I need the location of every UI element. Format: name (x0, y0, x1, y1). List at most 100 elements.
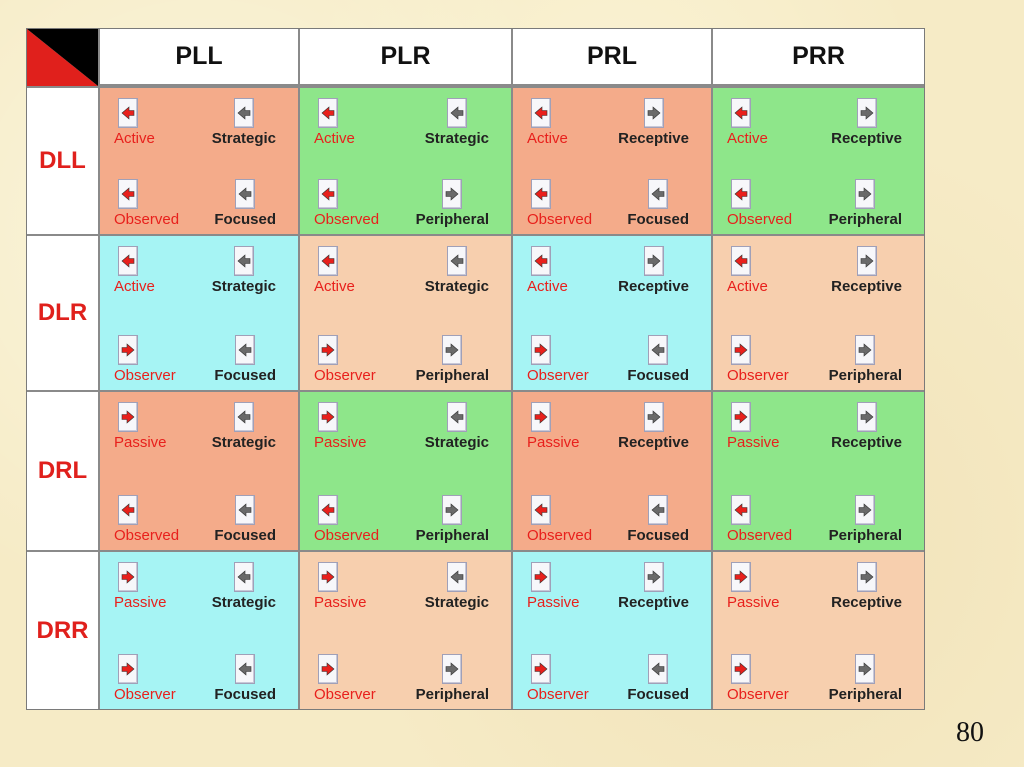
cell-label: Passive (114, 594, 167, 611)
cell-item-tr: Receptive (831, 246, 902, 295)
cell-item-br: Focused (627, 495, 689, 544)
cell-label: Receptive (618, 278, 689, 295)
cell-label: Focused (214, 211, 276, 228)
arrow-right-icon (318, 654, 338, 684)
cell-item-br: Peripheral (829, 179, 902, 228)
arrow-left-icon (731, 98, 751, 128)
arrow-right-icon (643, 562, 664, 592)
cell-item-tl: Active (314, 98, 355, 147)
cell-item-bl: Observer (314, 335, 376, 384)
row-header-drl: DRL (27, 390, 98, 550)
cell-label: Observer (527, 686, 589, 703)
cell-label: Strategic (211, 594, 276, 611)
cell-item-br: Focused (627, 654, 689, 703)
cell-label: Passive (114, 434, 167, 451)
arrow-left-icon (235, 495, 256, 525)
cell-item-tl: Active (114, 98, 155, 147)
cell-item-bl: Observed (727, 179, 792, 228)
cell-item-tr: Receptive (618, 246, 689, 295)
cell-item-bl: Observer (114, 654, 176, 703)
matrix-cell: Passive Observed Receptive Focused (511, 390, 711, 550)
arrow-left-icon (731, 495, 751, 525)
cell-item-bl: Observer (727, 654, 789, 703)
cell-item-tl: Active (314, 246, 355, 295)
matrix-cell: Active Observed Strategic Peripheral (298, 86, 511, 234)
cell-item-tl: Passive (314, 562, 367, 611)
cell-label: Observed (527, 527, 593, 544)
cell-label: Receptive (831, 434, 902, 451)
cell-item-bl: Observer (727, 335, 789, 384)
cell-item-bl: Observed (314, 179, 379, 228)
arrow-left-icon (118, 495, 138, 525)
cell-item-br: Focused (214, 654, 276, 703)
row-header-dlr: DLR (27, 234, 98, 390)
arrow-right-icon (731, 335, 751, 365)
arrow-left-icon (531, 495, 551, 525)
cell-item-tr: Receptive (831, 402, 902, 451)
arrow-right-icon (731, 654, 751, 684)
arrow-right-icon (643, 98, 664, 128)
cell-label: Receptive (831, 130, 902, 147)
matrix-cell: Passive Observed Strategic Focused (98, 390, 298, 550)
page-number: 80 (956, 717, 984, 748)
cell-item-bl: Observed (114, 179, 179, 228)
cell-item-tl: Active (527, 246, 568, 295)
cell-item-tr: Strategic (425, 98, 489, 147)
matrix-cell: Active Observed Receptive Focused (511, 86, 711, 234)
cell-label: Observed (114, 211, 180, 228)
cell-item-tr: Strategic (425, 562, 489, 611)
arrow-right-icon (531, 562, 551, 592)
arrow-right-icon (856, 98, 877, 128)
cell-item-bl: Observer (527, 335, 589, 384)
cell-item-br: Focused (627, 179, 689, 228)
arrow-right-icon (442, 495, 463, 525)
cell-label: Receptive (618, 130, 689, 147)
column-header-pll: PLL (98, 29, 298, 86)
profile-matrix: PLL PLR PRL PRR DLL Active Observed Strateg… (26, 28, 925, 710)
arrow-left-icon (318, 179, 338, 209)
cell-label: Peripheral (415, 686, 489, 703)
cell-label: Strategic (211, 278, 276, 295)
cell-label: Active (727, 278, 768, 295)
corner-triangle (27, 29, 98, 86)
cell-label: Focused (214, 367, 276, 384)
column-header-plr: PLR (298, 29, 511, 86)
cell-item-tr: Strategic (212, 98, 276, 147)
cell-label: Observer (527, 367, 589, 384)
arrow-left-icon (118, 98, 138, 128)
cell-item-bl: Observed (527, 495, 592, 544)
cell-item-br: Focused (214, 335, 276, 384)
cell-item-tl: Passive (114, 402, 167, 451)
matrix-cell: Active Observer Strategic Focused (98, 234, 298, 390)
arrow-right-icon (855, 335, 876, 365)
cell-item-tl: Passive (727, 402, 780, 451)
arrow-left-icon (531, 98, 551, 128)
cell-label: Observer (314, 686, 376, 703)
cell-label: Observed (727, 527, 793, 544)
cell-item-tl: Active (114, 246, 155, 295)
arrow-right-icon (855, 654, 876, 684)
matrix-cell: Passive Observer Receptive Focused (511, 550, 711, 709)
cell-item-tl: Active (727, 98, 768, 147)
cell-item-tl: Passive (114, 562, 167, 611)
cell-label: Passive (727, 434, 780, 451)
cell-label: Observed (527, 211, 593, 228)
cell-item-tr: Receptive (831, 98, 902, 147)
cell-label: Peripheral (828, 367, 902, 384)
cell-item-br: Peripheral (829, 654, 902, 703)
cell-label: Focused (627, 527, 689, 544)
cell-item-tr: Receptive (618, 402, 689, 451)
arrow-right-icon (318, 562, 338, 592)
cell-item-bl: Observed (314, 495, 379, 544)
cell-item-bl: Observed (527, 179, 592, 228)
cell-label: Passive (314, 594, 367, 611)
cell-item-tl: Passive (527, 562, 580, 611)
cell-label: Focused (214, 686, 276, 703)
cell-label: Peripheral (415, 527, 489, 544)
arrow-left-icon (648, 495, 669, 525)
cell-item-bl: Observed (727, 495, 792, 544)
cell-label: Active (114, 130, 155, 147)
matrix-cell: Passive Observer Strategic Peripheral (298, 550, 511, 709)
arrow-right-icon (442, 654, 463, 684)
matrix-cell: Passive Observer Strategic Focused (98, 550, 298, 709)
